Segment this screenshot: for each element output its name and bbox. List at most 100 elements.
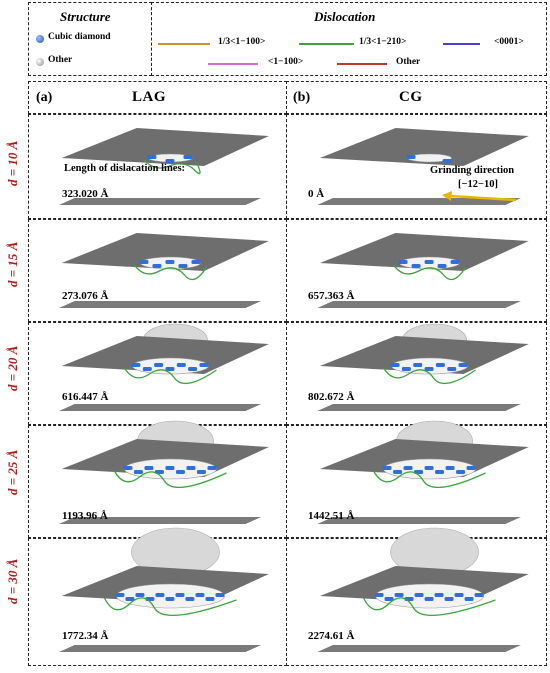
dislocation-line — [113, 470, 227, 488]
lower-plane — [317, 517, 521, 524]
cubic-diamond-cluster — [424, 367, 434, 371]
cg-length-d20: 802.672 Å — [308, 391, 355, 403]
cubic-diamond-cluster — [165, 260, 175, 264]
dislocation-line — [133, 264, 208, 281]
cubic-diamond-cluster — [424, 260, 434, 264]
cubic-diamond-cluster — [474, 593, 484, 597]
cubic-diamond-cluster — [442, 159, 452, 163]
cg-length-d25: 1442.51 Å — [308, 510, 355, 522]
dislocation-line-1-3-1-210 — [299, 43, 354, 45]
cubic-diamond-cluster — [456, 470, 466, 474]
dislocation-legend-title: Dislocation — [314, 9, 376, 24]
dislocation-legend-box — [151, 2, 547, 76]
lower-plane — [59, 404, 262, 411]
row-label-d25: d = 25 Å — [5, 449, 20, 495]
chip-region — [391, 357, 468, 375]
cubic-diamond-cluster — [175, 593, 185, 597]
cubic-diamond-cluster — [424, 597, 434, 601]
lower-plane — [59, 645, 262, 652]
lower-plane — [59, 198, 262, 205]
cubic-diamond-cluster — [406, 155, 416, 159]
snapshot-lag-row-1 — [59, 128, 269, 205]
cubic-diamond-cluster — [398, 260, 408, 264]
upper-plane — [319, 439, 529, 477]
cubic-diamond-cluster — [178, 264, 188, 268]
snapshot-lag-row-2 — [59, 233, 269, 308]
panel-b-header — [286, 81, 547, 114]
panel-b-label: (b) — [293, 90, 311, 105]
lower-plane — [59, 301, 262, 308]
cubic-diamond-cluster — [147, 155, 157, 159]
dislocation-line-1-100 — [208, 63, 258, 65]
snapshot-cg-row-2 — [317, 233, 529, 308]
cubic-diamond-cluster — [199, 363, 209, 367]
cubic-diamond-cluster — [466, 466, 476, 470]
upper-plane — [319, 233, 529, 271]
cubic-diamond-cluster — [191, 260, 201, 264]
dislocation-item-label: <0001> — [494, 37, 524, 47]
lag-length-d30: 1772.34 Å — [62, 630, 109, 642]
cubic-diamond-cluster — [133, 470, 143, 474]
cubic-diamond-cluster — [434, 593, 444, 597]
chip-region — [132, 357, 209, 375]
lower-plane — [317, 198, 521, 205]
cell-cg-row-1 — [286, 114, 547, 219]
cubic-diamond-cluster — [464, 597, 474, 601]
dislocation-line — [382, 367, 476, 385]
structure-item-label: Cubic diamond — [48, 32, 111, 42]
snapshot-cg-row-3 — [317, 323, 529, 411]
dislocation-item-label: Other — [396, 57, 421, 67]
cubic-diamond-cluster — [454, 593, 464, 597]
cubic-diamond-cluster — [176, 363, 186, 367]
row-label-d15: d = 15 Å — [5, 241, 20, 287]
panel-a-label: (a) — [36, 90, 53, 105]
structure-legend-title: Structure — [60, 9, 111, 24]
cell-cg-row-2 — [286, 219, 547, 322]
snapshot-lag-row-5 — [59, 527, 269, 652]
row-label-d20: d = 20 Å — [5, 345, 20, 391]
cubic-diamond-cluster — [382, 466, 392, 470]
cubic-diamond-cluster — [123, 466, 133, 470]
upper-plane — [61, 336, 269, 374]
cubic-diamond-cluster — [413, 363, 423, 367]
cubic-diamond-cluster — [414, 593, 424, 597]
cubic-diamond-cluster — [390, 363, 400, 367]
lower-plane — [317, 301, 521, 308]
lag-length-d10: 323.020 Å — [62, 188, 109, 200]
grinding-direction-arrow — [442, 191, 517, 202]
dislocation-item-label: <1−100> — [268, 57, 304, 67]
cg-length-d30: 2274.61 Å — [308, 630, 355, 642]
structure-item-label: Other — [48, 55, 73, 65]
cubic-diamond-cluster — [196, 470, 206, 474]
cubic-diamond-cluster — [152, 264, 162, 268]
cubic-diamond-cluster — [175, 470, 185, 474]
cubic-diamond-cluster — [125, 597, 135, 601]
dislocation-item-label: 1/3<1−100> — [218, 37, 266, 47]
dislocation-line-1-3-1-100 — [158, 43, 210, 45]
cubic-diamond-cluster — [458, 363, 468, 367]
dislocation-line — [393, 264, 467, 281]
snapshot-cg-row-1 — [317, 128, 529, 205]
cubic-diamond-marker — [36, 35, 44, 43]
cubic-diamond-cluster — [444, 597, 454, 601]
cubic-diamond-cluster — [165, 159, 175, 163]
cubic-diamond-cluster — [424, 466, 434, 470]
cubic-diamond-cluster — [165, 597, 175, 601]
cubic-diamond-cluster — [165, 367, 175, 371]
cubic-diamond-cluster — [139, 260, 149, 264]
lag-length-d25: 1193.96 Å — [62, 510, 108, 522]
lower-plane — [317, 404, 521, 411]
cubic-diamond-cluster — [188, 367, 198, 371]
cubic-diamond-cluster — [142, 367, 152, 371]
row-label-d30: d = 30 Å — [5, 558, 20, 604]
chip-region — [375, 583, 484, 609]
panel-b-title: CG — [399, 89, 423, 105]
grinding-direction-label: Grinding direction — [430, 165, 515, 176]
cubic-diamond-cluster — [135, 593, 145, 597]
lag-length-d20: 616.447 Å — [62, 391, 109, 403]
cubic-diamond-cluster — [185, 597, 195, 601]
chip-region — [116, 583, 225, 609]
cubic-diamond-cluster — [435, 363, 445, 367]
dislocation-line — [103, 597, 237, 617]
cubic-diamond-cluster — [115, 593, 125, 597]
